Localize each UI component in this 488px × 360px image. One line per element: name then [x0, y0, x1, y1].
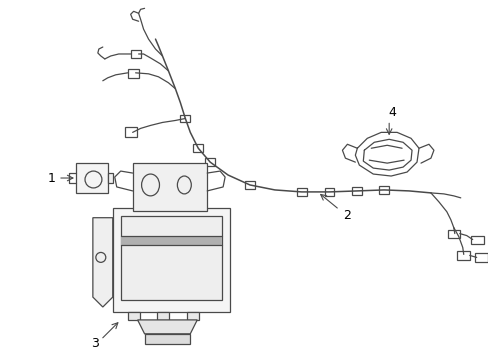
Bar: [113, 208, 230, 312]
Bar: [447, 230, 459, 238]
Bar: [107, 173, 113, 183]
Bar: [121, 216, 222, 300]
Text: 3: 3: [91, 337, 99, 350]
Bar: [456, 251, 469, 260]
Bar: [76, 163, 107, 193]
Bar: [127, 312, 139, 320]
Bar: [296, 188, 306, 196]
Bar: [379, 186, 388, 194]
Bar: [124, 127, 136, 137]
Bar: [187, 312, 199, 320]
Bar: [352, 187, 362, 195]
Bar: [193, 144, 203, 152]
Text: 4: 4: [387, 106, 395, 119]
Bar: [180, 114, 190, 122]
Bar: [244, 181, 254, 189]
Polygon shape: [137, 320, 197, 334]
Bar: [205, 158, 215, 166]
Bar: [157, 312, 169, 320]
Text: 1: 1: [48, 171, 56, 185]
Bar: [121, 235, 222, 246]
Bar: [144, 334, 190, 344]
Bar: [324, 188, 334, 196]
Bar: [470, 235, 483, 244]
Bar: [474, 253, 487, 262]
Polygon shape: [93, 218, 113, 307]
Bar: [130, 50, 141, 58]
Bar: [127, 69, 138, 78]
Text: 2: 2: [343, 209, 351, 222]
Bar: [132, 163, 207, 211]
